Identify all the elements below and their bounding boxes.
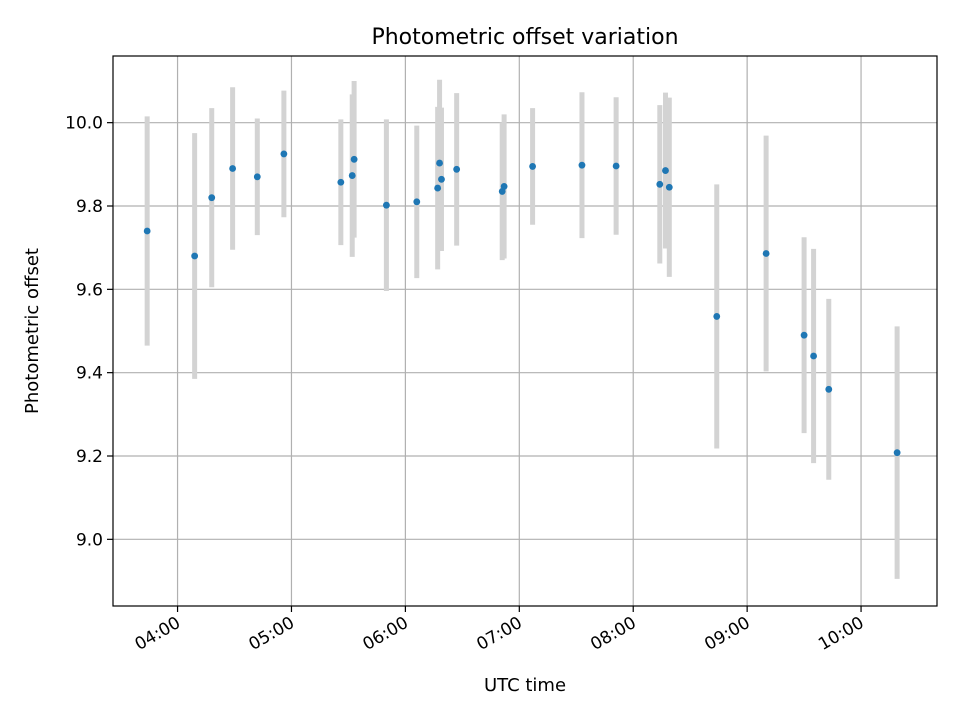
y-tick-label: 9.4 bbox=[76, 364, 103, 384]
data-point bbox=[350, 155, 358, 163]
data-point bbox=[893, 449, 901, 457]
data-point bbox=[453, 165, 461, 173]
data-point bbox=[143, 227, 151, 235]
data-point bbox=[229, 165, 237, 172]
y-tick-label: 9.6 bbox=[76, 280, 103, 300]
x-axis-label: UTC time bbox=[484, 675, 566, 696]
data-point bbox=[713, 313, 721, 320]
plot-frame bbox=[112, 55, 938, 607]
data-point bbox=[348, 172, 356, 179]
data-point bbox=[337, 178, 345, 186]
data-point bbox=[434, 184, 442, 192]
grid bbox=[113, 56, 937, 606]
data-point bbox=[280, 150, 288, 158]
data-point bbox=[436, 159, 443, 167]
data-point bbox=[800, 331, 808, 339]
y-tick-label: 10.0 bbox=[65, 114, 103, 134]
y-axis-label: Photometric offset bbox=[22, 248, 43, 414]
data-point bbox=[665, 183, 673, 191]
data-point bbox=[191, 252, 199, 260]
data-point bbox=[529, 163, 536, 170]
data-point bbox=[662, 167, 669, 174]
data-point bbox=[208, 194, 216, 202]
data-point bbox=[612, 162, 620, 170]
data-point bbox=[810, 352, 817, 360]
data-point bbox=[762, 250, 770, 257]
data-point bbox=[438, 175, 445, 183]
data-point bbox=[383, 201, 390, 209]
y-tick-label: 9.8 bbox=[76, 197, 103, 217]
y-tick-label: 9.2 bbox=[76, 447, 103, 467]
data-point bbox=[656, 180, 664, 188]
data-point bbox=[413, 198, 421, 206]
data-point bbox=[825, 385, 833, 393]
data-point bbox=[500, 183, 508, 190]
data-points bbox=[143, 150, 901, 457]
data-point bbox=[253, 173, 261, 181]
data-point bbox=[578, 161, 586, 169]
chart-title: Photometric offset variation bbox=[371, 25, 678, 50]
y-tick-label: 9.0 bbox=[76, 530, 103, 550]
y-axis: 9.0 9.2 9.4 9.6 9.8 10.0 bbox=[65, 114, 113, 550]
